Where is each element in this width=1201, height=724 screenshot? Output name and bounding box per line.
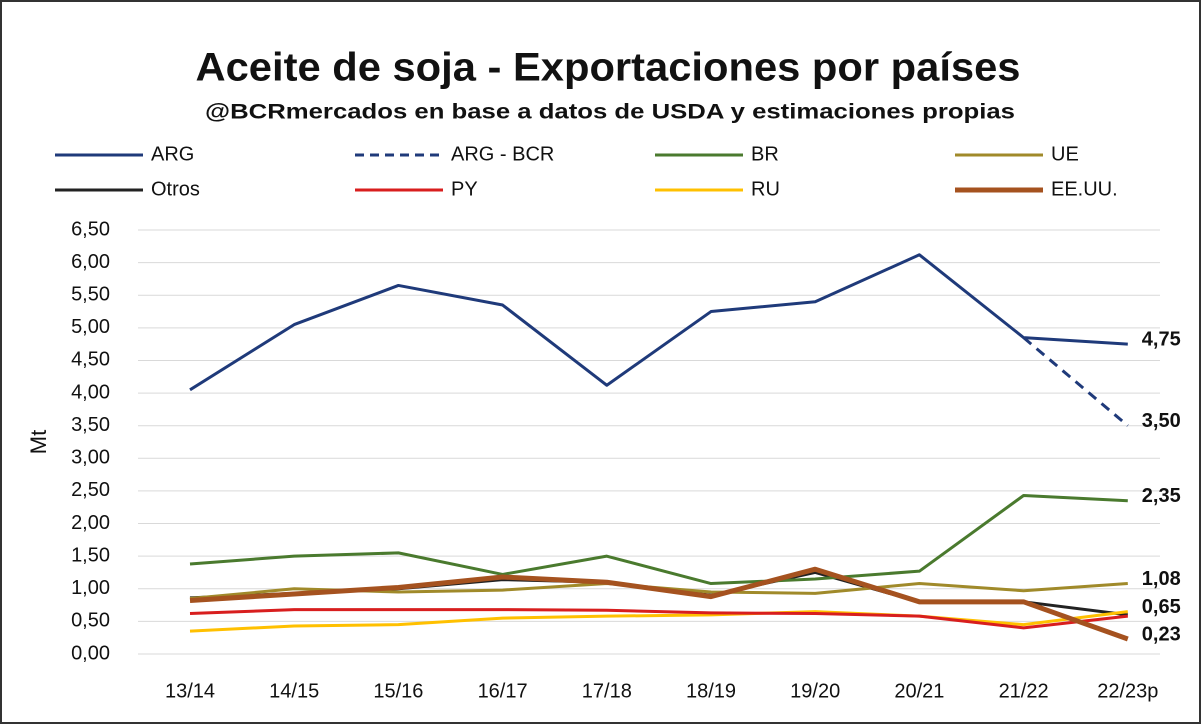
data-label: 0,23	[1142, 623, 1181, 645]
y-tick-label: 5,00	[71, 316, 110, 338]
legend-label: ARG	[151, 143, 194, 165]
x-tick-label: 18/19	[686, 680, 736, 702]
y-tick-label: 1,50	[71, 544, 110, 566]
legend-label: RU	[751, 178, 780, 200]
y-tick-label: 6,00	[71, 251, 110, 273]
x-tick-label: 22/23p	[1097, 680, 1158, 702]
series-line	[189, 493, 1128, 586]
series-line	[189, 253, 1128, 392]
y-tick-label: 3,50	[71, 414, 110, 436]
chart-title: Aceite de soja - Exportaciones por paíse…	[196, 46, 1021, 90]
legend-label: UE	[1051, 143, 1079, 165]
legend-label: ARG - BCR	[451, 143, 554, 165]
data-label: 1,08	[1142, 568, 1181, 590]
y-tick-label: 0,00	[71, 642, 110, 664]
series-line	[189, 610, 1128, 633]
y-tick-label: 2,00	[71, 512, 110, 534]
data-label: 2,35	[1142, 485, 1181, 507]
y-tick-label: 3,00	[71, 447, 110, 469]
y-tick-label: 5,50	[71, 284, 110, 306]
data-label: 0,65	[1142, 596, 1181, 618]
x-tick-label: 20/21	[894, 680, 944, 702]
legend-label: Otros	[151, 178, 200, 200]
series-line	[189, 566, 1129, 642]
y-tick-label: 4,00	[71, 381, 110, 403]
y-tick-label: 1,00	[71, 577, 110, 599]
legend-label: EE.UU.	[1051, 178, 1118, 200]
y-tick-label: 4,50	[71, 349, 110, 371]
x-tick-label: 16/17	[478, 680, 528, 702]
series-line	[1022, 336, 1129, 427]
legend-label: BR	[751, 143, 779, 165]
x-tick-label: 17/18	[582, 680, 632, 702]
data-label: 3,50	[1142, 410, 1181, 432]
x-tick-label: 21/22	[999, 680, 1049, 702]
y-tick-label: 2,50	[71, 479, 110, 501]
data-label: 4,75	[1142, 328, 1181, 350]
y-tick-label: 6,50	[71, 218, 110, 240]
y-tick-label: 0,50	[71, 610, 110, 632]
x-tick-label: 13/14	[165, 680, 215, 702]
series-line	[189, 608, 1128, 630]
chart-subtitle: @BCRmercados en base a datos de USDA y e…	[205, 101, 1015, 124]
x-tick-label: 19/20	[790, 680, 840, 702]
legend-label: PY	[451, 178, 478, 200]
x-tick-label: 14/15	[269, 680, 319, 702]
x-tick-label: 15/16	[373, 680, 423, 702]
y-axis-title: Mt	[26, 430, 51, 454]
